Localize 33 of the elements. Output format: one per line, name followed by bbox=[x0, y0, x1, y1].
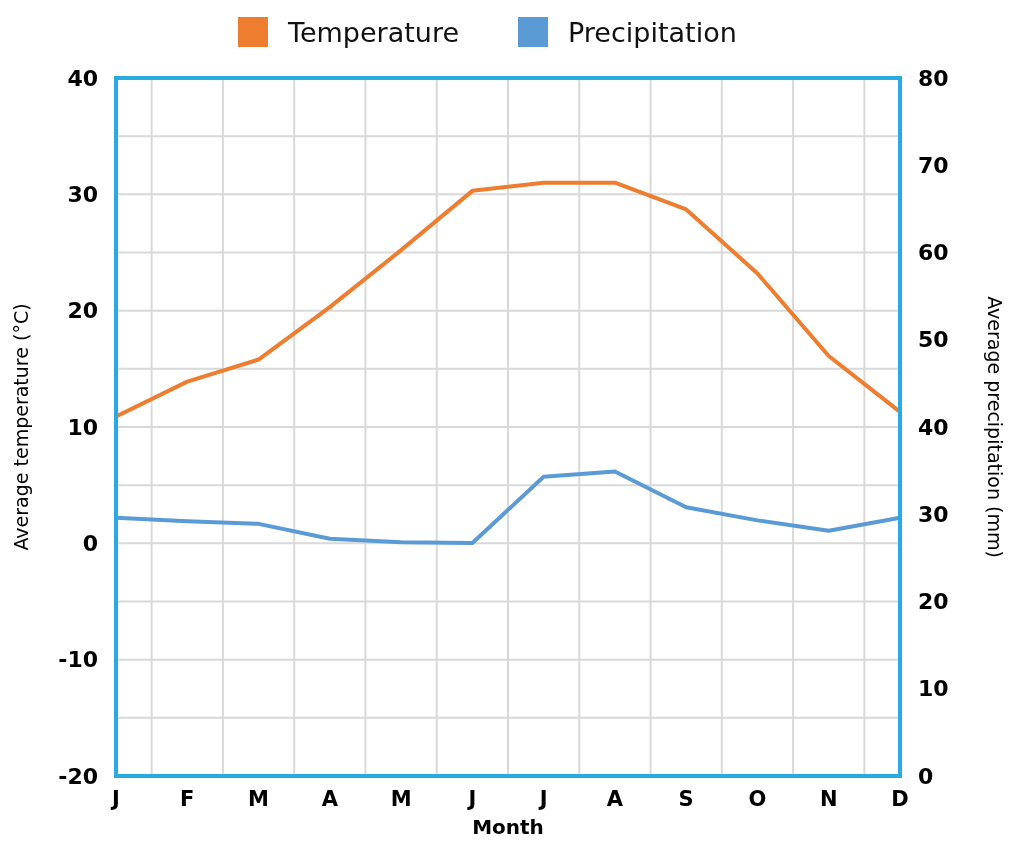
y2-tick-label: 70 bbox=[918, 152, 949, 178]
y2-tick-label: 40 bbox=[918, 414, 949, 440]
legend-label: Precipitation bbox=[568, 17, 737, 48]
x-tick-label: J bbox=[110, 787, 120, 811]
y-tick-label: 30 bbox=[67, 182, 98, 208]
y-tick-label: 40 bbox=[67, 65, 98, 91]
y2-tick-label: 10 bbox=[918, 676, 949, 702]
x-axis-title: Month bbox=[472, 815, 544, 839]
y-tick-label: 0 bbox=[82, 531, 98, 557]
y2-tick-label: 80 bbox=[918, 65, 949, 91]
y2-axis-title: Average precipitation (mm) bbox=[984, 296, 1006, 558]
x-tick-label: O bbox=[748, 787, 767, 811]
y-axis-title: Average temperature (°C) bbox=[10, 303, 32, 551]
y2-tick-label: 0 bbox=[918, 763, 934, 789]
x-tick-label: M bbox=[248, 787, 269, 811]
y2-tick-label: 20 bbox=[918, 589, 949, 615]
y-tick-label: 10 bbox=[67, 414, 98, 440]
x-tick-label: J bbox=[537, 787, 548, 811]
x-tick-label: M bbox=[390, 787, 412, 811]
y-tick-label: -20 bbox=[58, 763, 98, 789]
y2-tick-label: 60 bbox=[918, 240, 949, 266]
x-tick-label: D bbox=[891, 787, 909, 811]
x-tick-label: J bbox=[466, 787, 477, 811]
y-tick-label: 20 bbox=[67, 298, 98, 324]
y2-tick-label: 30 bbox=[918, 501, 949, 527]
y2-tick-label: 50 bbox=[918, 327, 949, 353]
x-tick-label: N bbox=[819, 787, 838, 811]
x-tick-label: A bbox=[606, 787, 624, 811]
x-tick-label: S bbox=[678, 787, 694, 811]
y-tick-label: -10 bbox=[58, 647, 98, 673]
legend-label: Temperature bbox=[287, 17, 460, 48]
x-tick-label: F bbox=[180, 787, 195, 811]
x-tick-label: A bbox=[321, 787, 339, 811]
